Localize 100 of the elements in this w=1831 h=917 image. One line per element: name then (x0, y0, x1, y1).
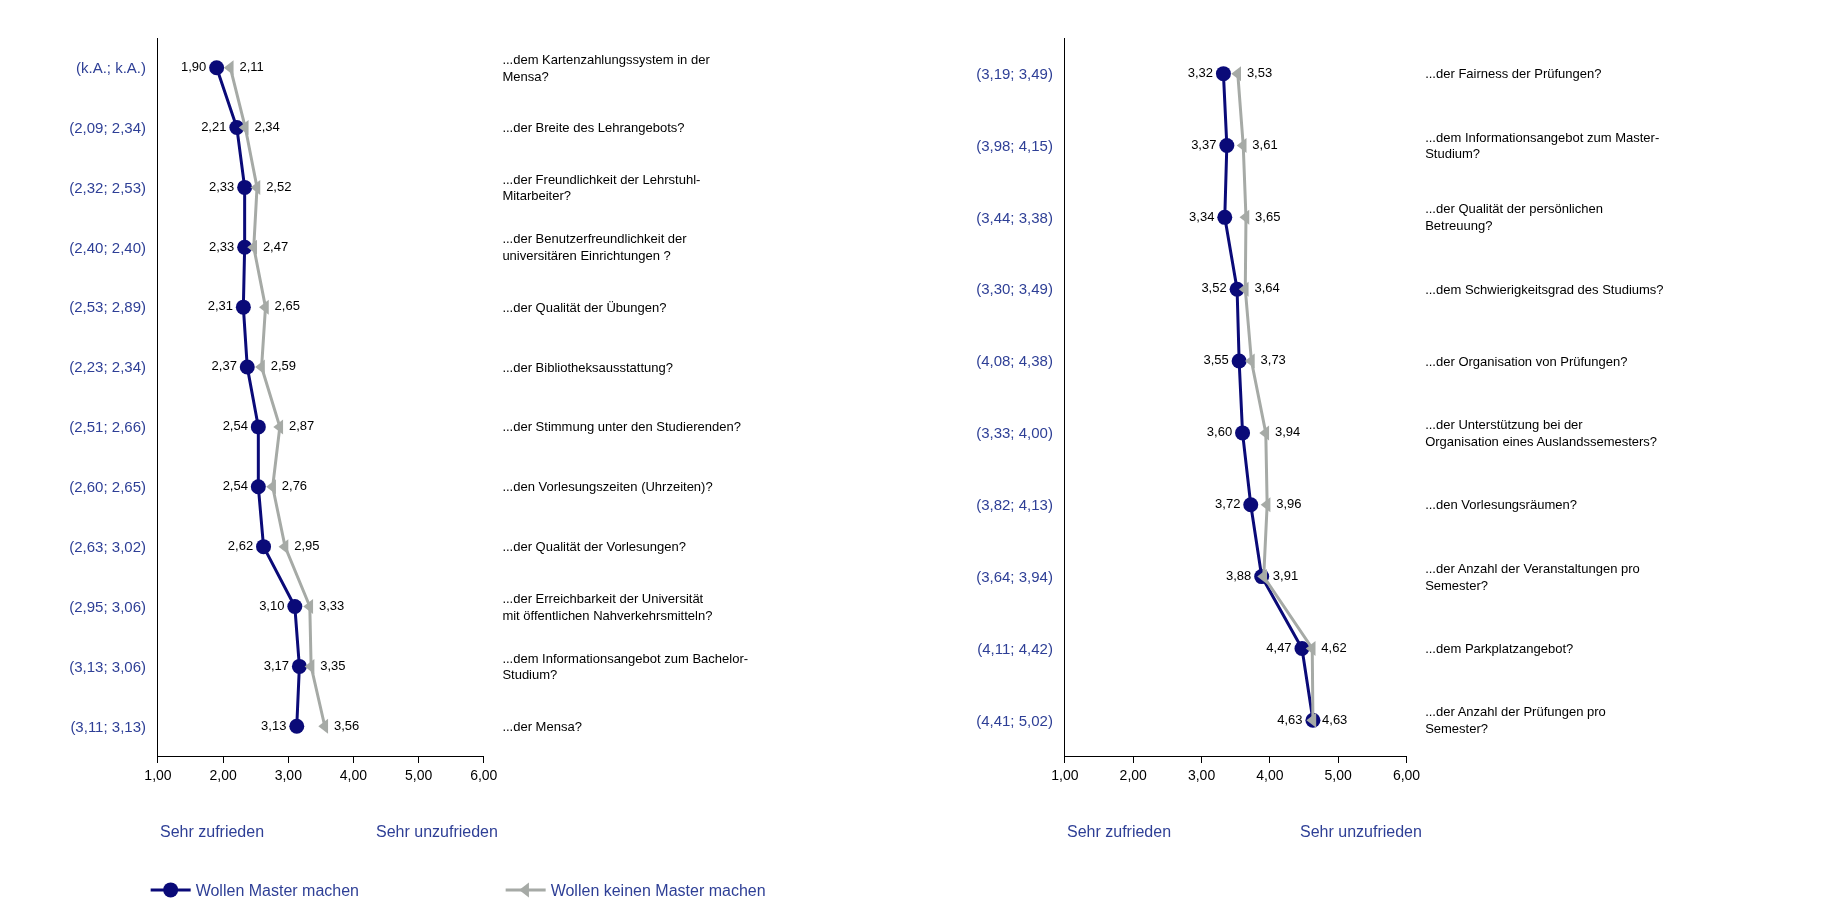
data-label: 3,56 (333, 717, 360, 733)
y2-tick-label: ...dem Kartenzahlungssystem in der Mensa? (502, 51, 711, 84)
x-tick-label: 2,00 (209, 767, 237, 784)
y2-tick-label: ...der Organisation von Prüfungen? (1425, 353, 1628, 369)
text: Sehr unzufrieden (1300, 823, 1422, 840)
data-label: 3,10 (259, 597, 285, 613)
data-label: 2,11 (239, 58, 264, 74)
data-label: 2,33 (208, 178, 235, 194)
data-label: 3,35 (320, 657, 346, 673)
point (1219, 138, 1235, 153)
data-label: 3,13 (261, 717, 287, 733)
point (209, 60, 225, 76)
x-tick-label: 6,00 (1392, 767, 1421, 784)
data-label: 3,52 (1201, 280, 1227, 296)
y-tick-label: (4,41; 5,02) (976, 711, 1053, 729)
point (1215, 66, 1231, 82)
y-tick-label: (2,95; 3,06) (69, 597, 146, 615)
x-tick-label: 4,00 (339, 767, 368, 784)
data-label: 4,63 (1277, 711, 1303, 727)
data-label: 2,87 (288, 418, 315, 434)
y2-tick-label: ...der Fairness der Prüfungen? (1425, 66, 1602, 82)
data-label: 3,61 (1252, 136, 1278, 152)
data-label: 3,94 (1274, 424, 1301, 440)
text: Sehr zufrieden (160, 823, 265, 840)
data-label: 3,64 (1254, 280, 1280, 296)
point (287, 599, 303, 615)
y2-tick-label: ...der Qualität der Übungen? (502, 299, 667, 315)
data-label: 3,34 (1189, 208, 1215, 224)
point (235, 299, 251, 315)
y2-tick-label: ...der Qualität der persönlichen Betreuung? (1425, 201, 1603, 234)
legend-label: Wollen Master machen (195, 882, 359, 900)
y2-tick-label: ...dem Parkplatzangebot? (1425, 640, 1574, 656)
point (289, 718, 305, 734)
x-tick-label: 1,00 (1051, 767, 1079, 784)
data-label: 2,54 (222, 418, 248, 434)
data-label: 1,90 (180, 58, 207, 74)
y2-tick-label: ...der Breite des Lehrangebots? (502, 120, 685, 136)
y-tick-label: (3,82; 4,13) (976, 496, 1053, 513)
data-label: 3,53 (1246, 64, 1273, 80)
data-label: 4,47 (1266, 639, 1292, 655)
y-tick-label: (4,11; 4,42) (977, 639, 1053, 657)
point (256, 539, 272, 555)
data-label: 2,76 (281, 478, 308, 494)
data-label: 3,60 (1206, 424, 1233, 440)
y-tick-label: (3,19; 3,49) (976, 64, 1053, 82)
y2-tick-label: ...dem Informationsangebot zum Bachelor-Studium? (502, 650, 749, 683)
y2-tick-label: ...der Anzahl der Veranstaltungen pro Semester? (1425, 560, 1640, 593)
text: Sehr zufrieden (1067, 823, 1172, 840)
x-tick-label: 1,00 (144, 767, 172, 784)
y2-tick-label: ...der Freundlichkeit der Lehrstuhl-Mitarbeiter? (502, 171, 701, 204)
data-label: 2,47 (262, 238, 289, 254)
data-label: 2,59 (270, 358, 297, 374)
y-tick-label: (2,09; 2,34) (69, 118, 146, 136)
data-label: 4,62 (1321, 639, 1347, 655)
data-label: 2,65 (274, 298, 300, 314)
y-tick-label: (3,44; 3,38) (976, 208, 1053, 226)
point (1217, 209, 1233, 225)
point (250, 419, 266, 435)
data-label: 3,88 (1225, 567, 1252, 583)
data-label: 3,32 (1187, 64, 1214, 80)
point (1235, 425, 1251, 441)
point (291, 658, 307, 674)
y-tick-label: (3,33; 4,00) (976, 424, 1053, 442)
text: Sehr unzufrieden (376, 823, 498, 840)
y2-tick-label: ...dem Informationsangebot zum Master-Studium? (1425, 129, 1660, 162)
point (1231, 353, 1247, 369)
x-tick-label: 5,00 (1324, 767, 1353, 784)
data-label: 3,73 (1260, 352, 1286, 368)
point (237, 179, 253, 195)
y2-tick-label: ...der Stimmung unter den Studierenden? (502, 419, 741, 435)
y2-tick-label: ...der Bibliotheksausstattung? (502, 359, 673, 375)
y-tick-label: (2,23; 2,34) (69, 358, 146, 376)
y2-tick-label: ...der Anzahl der Prüfungen pro Semester? (1425, 704, 1606, 737)
y-tick-label: (4,08; 4,38) (976, 352, 1053, 370)
y-tick-label: (3,13; 3,06) (69, 657, 146, 675)
data-label: 2,95 (294, 537, 320, 553)
data-label: 3,17 (263, 657, 289, 673)
y-tick-label: (2,63; 3,02) (69, 537, 146, 555)
y-tick-label: (2,60; 2,65) (69, 478, 146, 496)
data-label: 3,91 (1272, 567, 1299, 583)
y-tick-label: (2,51; 2,66) (69, 418, 146, 436)
y2-tick-label: ...der Mensa? (502, 718, 582, 734)
y2-tick-label: ...dem Schwierigkeitsgrad des Studiums? (1425, 281, 1664, 297)
y2-tick-label: ...der Benutzerfreundlichkeit der universitären Einrichtungen ? (502, 231, 688, 264)
y2-tick-label: ...den Vorlesungsräumen? (1425, 497, 1577, 513)
x-tick-label: 3,00 (274, 767, 303, 784)
point (1294, 640, 1310, 656)
y-tick-label: (k.A.; k.A.) (75, 58, 146, 76)
data-label: 2,31 (207, 298, 233, 314)
data-label: 2,54 (222, 478, 248, 494)
point (237, 239, 253, 255)
legend-label: Wollen keinen Master machen (550, 882, 766, 900)
y-tick-label: (3,98; 4,15) (976, 136, 1053, 154)
data-label: 3,33 (318, 597, 345, 613)
x-tick-label: 3,00 (1187, 767, 1216, 784)
y2-tick-label: ...den Vorlesungszeiten (Uhrzeiten)? (502, 479, 713, 495)
data-label: 3,72 (1215, 496, 1241, 511)
data-label: 3,55 (1203, 352, 1229, 368)
point (250, 479, 266, 495)
y-tick-label: (3,11; 3,13) (70, 717, 146, 735)
